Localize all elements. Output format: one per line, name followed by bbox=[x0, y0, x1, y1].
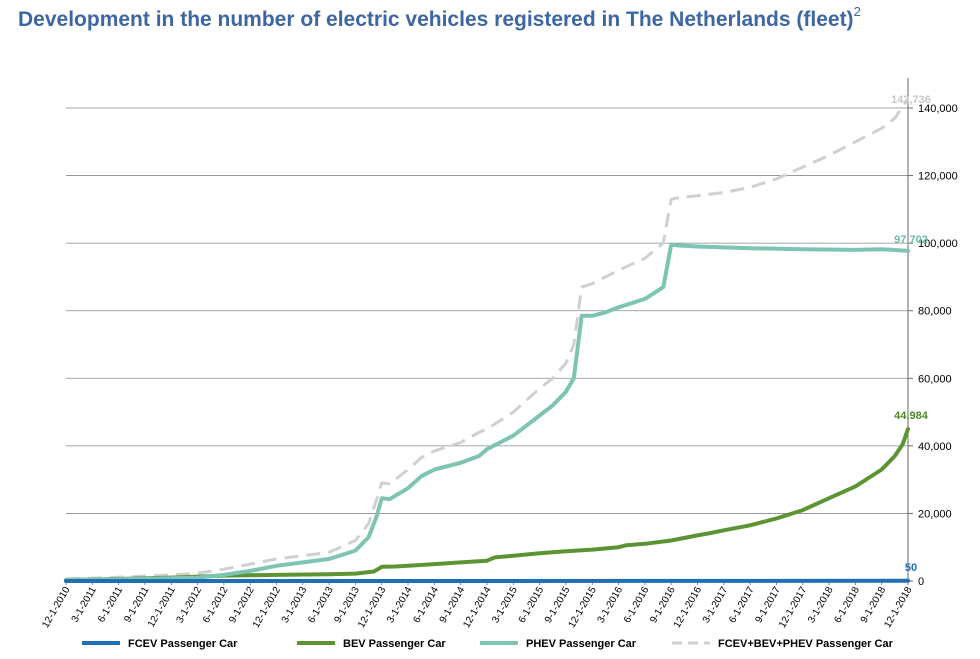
x-tick-label: 3-1-2018 bbox=[806, 585, 836, 626]
x-tick-label: 3-1-2015 bbox=[490, 585, 520, 626]
y-axis-ticks: 0 20,000 40,000 60,000 80,000 100,000 120,000 1… bbox=[907, 78, 958, 588]
y-tick-label: 120,000 bbox=[918, 171, 958, 183]
x-tick-label: 9-1-2015 bbox=[543, 585, 573, 626]
legend-label: BEV Passenger Car bbox=[343, 638, 446, 650]
x-tick-label: 6-1-2016 bbox=[622, 585, 652, 626]
end-label-2: 97,702 bbox=[894, 234, 928, 246]
chart-title-text: Development in the number of electric ve… bbox=[18, 8, 854, 31]
y-tick-label: 40,000 bbox=[918, 441, 952, 453]
x-tick-label: 6-1-2012 bbox=[201, 585, 231, 626]
y-tick-label: 60,000 bbox=[918, 373, 952, 385]
series-line-3 bbox=[65, 97, 910, 581]
x-tick-label: 9-1-2016 bbox=[648, 585, 678, 626]
series-line-1 bbox=[64, 427, 910, 582]
x-tick-label: 6-1-2011 bbox=[96, 585, 125, 625]
series-end-labels: 50 44,984 97,702 142,736 bbox=[891, 94, 931, 574]
y-tick-label: 0 bbox=[918, 576, 924, 588]
series-line-2 bbox=[64, 242, 910, 582]
x-tick-label: 3-1-2014 bbox=[385, 585, 415, 626]
x-tick-label: 9-1-2013 bbox=[332, 585, 362, 626]
gridlines bbox=[66, 107, 908, 582]
y-tick-label: 140,000 bbox=[918, 103, 958, 115]
legend-label: FCEV+BEV+PHEV Passenger Car bbox=[718, 638, 894, 650]
x-tick-label: 3-1-2013 bbox=[280, 585, 310, 626]
y-tick-label: 20,000 bbox=[918, 508, 952, 520]
chart-title: Development in the number of electric ve… bbox=[18, 4, 861, 32]
x-tick-label: 9-1-2018 bbox=[859, 585, 889, 626]
x-tick-label: 3-1-2016 bbox=[596, 585, 626, 626]
x-tick-label: 12-1-2010 bbox=[40, 585, 73, 630]
y-tick-label: 80,000 bbox=[918, 306, 952, 318]
end-label-1: 44,984 bbox=[894, 410, 929, 422]
legend: FCEV Passenger Car BEV Passenger Car PHEV … bbox=[82, 638, 894, 650]
x-tick-label: 6-1-2018 bbox=[832, 585, 862, 626]
x-tick-label: 6-1-2015 bbox=[517, 585, 547, 626]
x-tick-label: 9-1-2014 bbox=[438, 585, 468, 626]
x-tick-label: 3-1-2017 bbox=[701, 585, 731, 626]
x-tick-label: 3-1-2011 bbox=[70, 585, 99, 625]
x-tick-label: 9-1-2011 bbox=[122, 585, 151, 625]
x-tick-label: 9-1-2012 bbox=[227, 585, 257, 626]
x-tick-label: 6-1-2013 bbox=[306, 585, 336, 626]
x-tick-label: 6-1-2017 bbox=[727, 585, 757, 626]
x-axis-ticks: 12-1-20103-1-20116-1-20119-1-201112-1-20… bbox=[40, 581, 915, 630]
end-label-0: 50 bbox=[905, 562, 917, 574]
y-tick-label: 100,000 bbox=[918, 238, 958, 250]
x-tick-label: 6-1-2014 bbox=[411, 585, 441, 626]
legend-label: FCEV Passenger Car bbox=[128, 638, 238, 650]
end-label-3: 142,736 bbox=[891, 94, 931, 106]
legend-label: PHEV Passenger Car bbox=[526, 638, 637, 650]
title-footnote-marker: 2 bbox=[853, 4, 861, 19]
x-tick-label: 9-1-2017 bbox=[753, 585, 783, 626]
x-tick-label: 3-1-2012 bbox=[175, 585, 205, 626]
series-lines bbox=[64, 97, 910, 583]
